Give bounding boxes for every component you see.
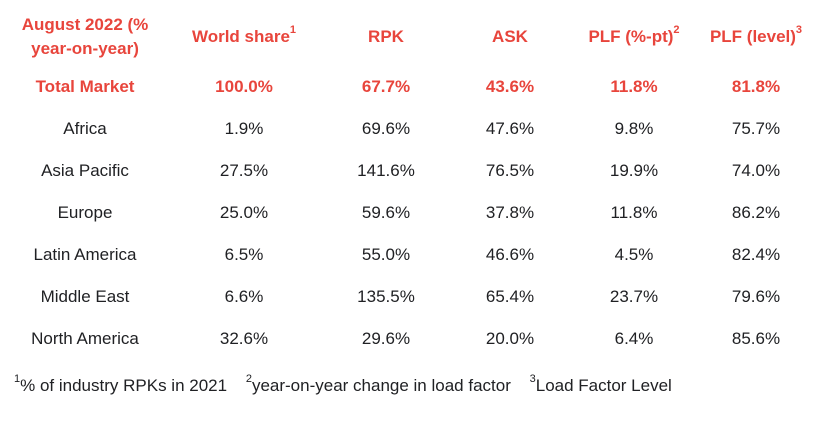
cell-rpk: 69.6% [361,119,411,138]
table-row: Latin America 6.5% 55.0% 46.6% 4.5% 82.4% [6,234,816,276]
footnotes: 1% of industry RPKs in 2021 2year-on-yea… [14,373,686,396]
cell-rpk: 135.5% [357,287,415,306]
cell-ask: 76.5% [485,161,535,180]
cell-plf-level: 79.6% [731,287,781,306]
cell-rpk: 67.7% [361,77,411,96]
footnote-2: 2year-on-year change in load factor [245,373,511,395]
cell-plf-pt: 11.8% [610,77,658,96]
cell-plf-pt: 23.7% [609,287,659,306]
cell-plf-pt: 9.8% [614,119,654,138]
market-table: August 2022 (% year-on-year) World share… [6,8,816,360]
cell-ask: 20.0% [485,329,535,348]
header-row: August 2022 (% year-on-year) World share… [6,8,816,66]
cell-rpk: 29.6% [361,329,411,348]
cell-plf-level: 86.2% [731,203,781,222]
cell-plf-pt: 11.8% [610,203,658,222]
cell-plf-pt: 4.5% [614,245,654,264]
cell-region: Middle East [40,287,130,306]
cell-world-share: 6.6% [224,287,264,306]
header-ask: ASK [492,27,528,46]
cell-plf-level: 74.0% [731,161,781,180]
cell-world-share: 27.5% [219,161,269,180]
header-period: August 2022 (% year-on-year) [21,15,149,58]
cell-plf-pt: 19.9% [609,161,659,180]
cell-rpk: 55.0% [361,245,411,264]
cell-region: Latin America [33,245,137,264]
cell-region: Africa [63,119,107,138]
cell-ask: 43.6% [485,77,535,96]
header-rpk: RPK [368,27,404,46]
cell-region: North America [31,329,139,348]
total-market-row: Total Market 100.0% 67.7% 43.6% 11.8% 81.8% [6,66,816,108]
cell-plf-pt: 6.4% [614,329,654,348]
footnote-1: 1% of industry RPKs in 2021 [14,373,228,395]
cell-ask: 37.8% [485,203,535,222]
cell-plf-level: 75.7% [731,119,781,138]
cell-world-share: 1.9% [224,119,264,138]
cell-world-share: 100.0% [215,77,273,96]
table-row: Middle East 6.6% 135.5% 65.4% 23.7% 79.6% [6,276,816,318]
cell-region: Asia Pacific [41,161,129,180]
cell-world-share: 25.0% [219,203,269,222]
footnote-3: 3Load Factor Level [529,373,672,395]
cell-world-share: 6.5% [224,245,264,264]
cell-ask: 65.4% [485,287,535,306]
header-plf-level: PLF (level)3 [709,24,803,46]
table-row: Asia Pacific 27.5% 141.6% 76.5% 19.9% 74.0% [6,150,816,192]
header-world-share: World share1 [191,24,297,46]
table-header: August 2022 (% year-on-year) World share… [6,8,816,66]
table-body: Total Market 100.0% 67.7% 43.6% 11.8% 81.8% Af… [6,66,816,360]
cell-plf-level: 82.4% [731,245,781,264]
cell-plf-level: 81.8% [731,77,781,96]
table-row: North America 32.6% 29.6% 20.0% 6.4% 85.6% [6,318,816,360]
table-row: Europe 25.0% 59.6% 37.8% 11.8% 86.2% [6,192,816,234]
cell-world-share: 32.6% [219,329,269,348]
table-row: Africa 1.9% 69.6% 47.6% 9.8% 75.7% [6,108,816,150]
cell-rpk: 59.6% [361,203,411,222]
cell-ask: 47.6% [485,119,535,138]
cell-rpk: 141.6% [357,161,415,180]
header-plf-pt: PLF (%-pt)2 [588,24,680,46]
cell-region: Europe [57,203,113,222]
cell-plf-level: 85.6% [731,329,781,348]
cell-region: Total Market [35,77,135,96]
cell-ask: 46.6% [485,245,535,264]
